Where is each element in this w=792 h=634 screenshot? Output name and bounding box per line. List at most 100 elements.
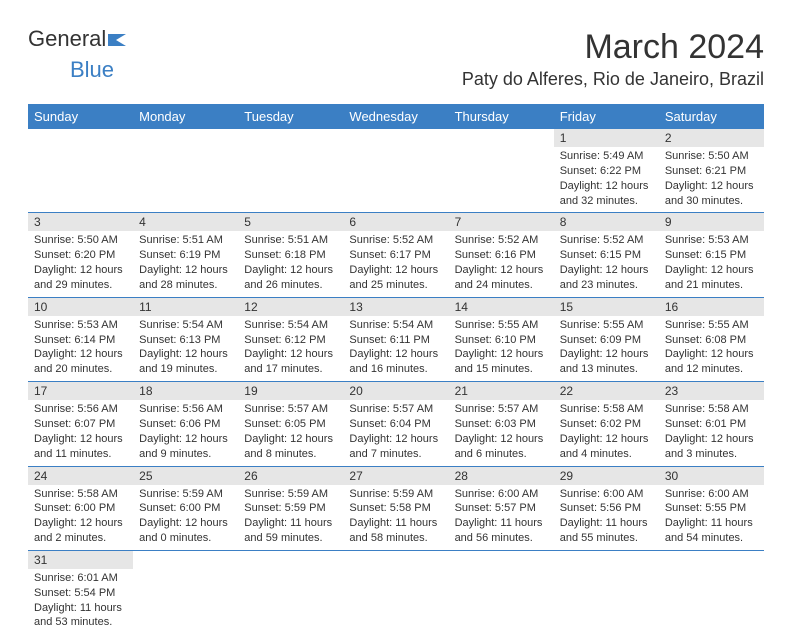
day-detail: Sunrise: 5:53 AMSunset: 6:14 PMDaylight:… <box>28 316 133 381</box>
day-number: 25 <box>133 467 238 485</box>
day-number: 22 <box>554 382 659 400</box>
calendar-cell: 12Sunrise: 5:54 AMSunset: 6:12 PMDayligh… <box>238 297 343 381</box>
day-detail: Sunrise: 5:51 AMSunset: 6:19 PMDaylight:… <box>133 231 238 296</box>
day-number: 9 <box>659 213 764 231</box>
day-number: 10 <box>28 298 133 316</box>
calendar-cell: 29Sunrise: 6:00 AMSunset: 5:56 PMDayligh… <box>554 466 659 550</box>
day-detail: Sunrise: 5:55 AMSunset: 6:08 PMDaylight:… <box>659 316 764 381</box>
calendar-row: 31Sunrise: 6:01 AMSunset: 5:54 PMDayligh… <box>28 550 764 634</box>
day-detail: Sunrise: 5:50 AMSunset: 6:21 PMDaylight:… <box>659 147 764 212</box>
col-saturday: Saturday <box>659 104 764 129</box>
col-wednesday: Wednesday <box>343 104 448 129</box>
day-number: 17 <box>28 382 133 400</box>
header: General Blue March 2024 Paty do Alferes,… <box>0 0 792 96</box>
day-number: 26 <box>238 467 343 485</box>
calendar-cell: 15Sunrise: 5:55 AMSunset: 6:09 PMDayligh… <box>554 297 659 381</box>
logo: General Blue <box>28 28 130 82</box>
calendar-cell: 8Sunrise: 5:52 AMSunset: 6:15 PMDaylight… <box>554 213 659 297</box>
day-detail: Sunrise: 5:49 AMSunset: 6:22 PMDaylight:… <box>554 147 659 212</box>
day-detail: Sunrise: 6:00 AMSunset: 5:55 PMDaylight:… <box>659 485 764 550</box>
day-number: 5 <box>238 213 343 231</box>
day-detail: Sunrise: 5:51 AMSunset: 6:18 PMDaylight:… <box>238 231 343 296</box>
calendar-cell: 26Sunrise: 5:59 AMSunset: 5:59 PMDayligh… <box>238 466 343 550</box>
calendar-cell: 10Sunrise: 5:53 AMSunset: 6:14 PMDayligh… <box>28 297 133 381</box>
day-number: 19 <box>238 382 343 400</box>
calendar-cell: 1Sunrise: 5:49 AMSunset: 6:22 PMDaylight… <box>554 129 659 213</box>
day-number: 8 <box>554 213 659 231</box>
calendar-cell: 4Sunrise: 5:51 AMSunset: 6:19 PMDaylight… <box>133 213 238 297</box>
day-detail: Sunrise: 5:52 AMSunset: 6:16 PMDaylight:… <box>449 231 554 296</box>
day-number: 28 <box>449 467 554 485</box>
day-detail: Sunrise: 5:52 AMSunset: 6:15 PMDaylight:… <box>554 231 659 296</box>
day-detail: Sunrise: 5:55 AMSunset: 6:09 PMDaylight:… <box>554 316 659 381</box>
day-number: 23 <box>659 382 764 400</box>
day-number: 13 <box>343 298 448 316</box>
day-detail: Sunrise: 5:55 AMSunset: 6:10 PMDaylight:… <box>449 316 554 381</box>
calendar-cell <box>343 129 448 213</box>
day-number: 6 <box>343 213 448 231</box>
day-detail: Sunrise: 5:58 AMSunset: 6:01 PMDaylight:… <box>659 400 764 465</box>
calendar-row: 10Sunrise: 5:53 AMSunset: 6:14 PMDayligh… <box>28 297 764 381</box>
calendar-cell: 23Sunrise: 5:58 AMSunset: 6:01 PMDayligh… <box>659 382 764 466</box>
calendar-cell: 22Sunrise: 5:58 AMSunset: 6:02 PMDayligh… <box>554 382 659 466</box>
day-number: 27 <box>343 467 448 485</box>
day-number: 31 <box>28 551 133 569</box>
day-detail: Sunrise: 5:59 AMSunset: 6:00 PMDaylight:… <box>133 485 238 550</box>
calendar-table: Sunday Monday Tuesday Wednesday Thursday… <box>28 104 764 634</box>
title-block: March 2024 Paty do Alferes, Rio de Janei… <box>462 28 764 90</box>
calendar-cell: 2Sunrise: 5:50 AMSunset: 6:21 PMDaylight… <box>659 129 764 213</box>
day-detail: Sunrise: 5:50 AMSunset: 6:20 PMDaylight:… <box>28 231 133 296</box>
calendar-cell: 13Sunrise: 5:54 AMSunset: 6:11 PMDayligh… <box>343 297 448 381</box>
day-number: 11 <box>133 298 238 316</box>
calendar-cell <box>449 129 554 213</box>
flag-icon <box>108 32 130 51</box>
day-detail: Sunrise: 5:58 AMSunset: 6:00 PMDaylight:… <box>28 485 133 550</box>
location: Paty do Alferes, Rio de Janeiro, Brazil <box>462 69 764 90</box>
day-number: 1 <box>554 129 659 147</box>
calendar-cell: 25Sunrise: 5:59 AMSunset: 6:00 PMDayligh… <box>133 466 238 550</box>
calendar-cell <box>28 129 133 213</box>
col-friday: Friday <box>554 104 659 129</box>
calendar-cell: 6Sunrise: 5:52 AMSunset: 6:17 PMDaylight… <box>343 213 448 297</box>
day-detail: Sunrise: 5:56 AMSunset: 6:07 PMDaylight:… <box>28 400 133 465</box>
day-detail: Sunrise: 5:58 AMSunset: 6:02 PMDaylight:… <box>554 400 659 465</box>
calendar-cell: 9Sunrise: 5:53 AMSunset: 6:15 PMDaylight… <box>659 213 764 297</box>
calendar-cell: 5Sunrise: 5:51 AMSunset: 6:18 PMDaylight… <box>238 213 343 297</box>
day-number: 29 <box>554 467 659 485</box>
day-number: 18 <box>133 382 238 400</box>
calendar-row: 17Sunrise: 5:56 AMSunset: 6:07 PMDayligh… <box>28 382 764 466</box>
day-detail: Sunrise: 5:57 AMSunset: 6:05 PMDaylight:… <box>238 400 343 465</box>
calendar-cell: 7Sunrise: 5:52 AMSunset: 6:16 PMDaylight… <box>449 213 554 297</box>
calendar-cell <box>238 129 343 213</box>
day-detail: Sunrise: 5:54 AMSunset: 6:11 PMDaylight:… <box>343 316 448 381</box>
calendar-cell: 24Sunrise: 5:58 AMSunset: 6:00 PMDayligh… <box>28 466 133 550</box>
day-number: 12 <box>238 298 343 316</box>
day-detail: Sunrise: 5:54 AMSunset: 6:12 PMDaylight:… <box>238 316 343 381</box>
calendar-cell <box>238 550 343 634</box>
day-number: 21 <box>449 382 554 400</box>
calendar-cell <box>133 550 238 634</box>
col-monday: Monday <box>133 104 238 129</box>
day-number: 30 <box>659 467 764 485</box>
day-number: 2 <box>659 129 764 147</box>
day-detail: Sunrise: 5:57 AMSunset: 6:03 PMDaylight:… <box>449 400 554 465</box>
calendar-row: 24Sunrise: 5:58 AMSunset: 6:00 PMDayligh… <box>28 466 764 550</box>
calendar-cell <box>133 129 238 213</box>
calendar-cell <box>449 550 554 634</box>
day-detail: Sunrise: 5:56 AMSunset: 6:06 PMDaylight:… <box>133 400 238 465</box>
day-number: 16 <box>659 298 764 316</box>
calendar-cell: 17Sunrise: 5:56 AMSunset: 6:07 PMDayligh… <box>28 382 133 466</box>
col-thursday: Thursday <box>449 104 554 129</box>
calendar-cell: 14Sunrise: 5:55 AMSunset: 6:10 PMDayligh… <box>449 297 554 381</box>
day-detail: Sunrise: 5:52 AMSunset: 6:17 PMDaylight:… <box>343 231 448 296</box>
day-detail: Sunrise: 5:59 AMSunset: 5:58 PMDaylight:… <box>343 485 448 550</box>
calendar-cell: 20Sunrise: 5:57 AMSunset: 6:04 PMDayligh… <box>343 382 448 466</box>
day-number: 14 <box>449 298 554 316</box>
calendar-cell: 28Sunrise: 6:00 AMSunset: 5:57 PMDayligh… <box>449 466 554 550</box>
day-detail: Sunrise: 6:01 AMSunset: 5:54 PMDaylight:… <box>28 569 133 634</box>
calendar-cell: 16Sunrise: 5:55 AMSunset: 6:08 PMDayligh… <box>659 297 764 381</box>
day-number: 7 <box>449 213 554 231</box>
day-detail: Sunrise: 6:00 AMSunset: 5:57 PMDaylight:… <box>449 485 554 550</box>
logo-text: General Blue <box>28 28 130 82</box>
calendar-cell: 31Sunrise: 6:01 AMSunset: 5:54 PMDayligh… <box>28 550 133 634</box>
